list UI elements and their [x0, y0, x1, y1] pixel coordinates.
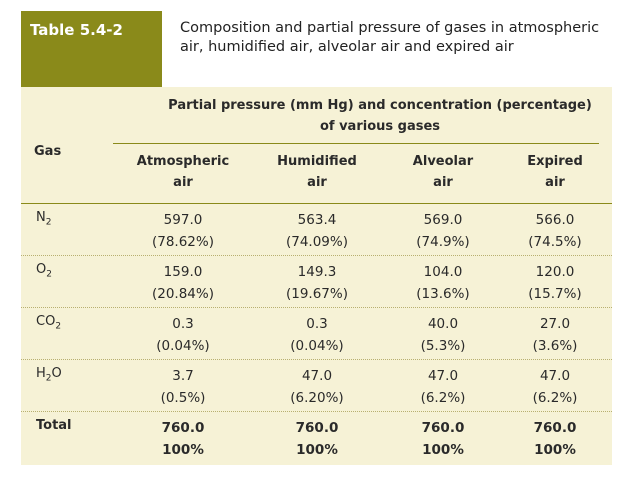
table-number-label: Table 5.4-2	[21, 11, 162, 87]
gas-label: H2O	[36, 366, 62, 384]
cell-expired: 760.0 100%	[533, 420, 577, 458]
cell-expired: 27.0 (3.6%)	[532, 316, 578, 354]
cell-atmospheric: 597.0 (78.62%)	[151, 212, 214, 250]
gas-column-header: Gas	[34, 144, 62, 159]
column-header-atmospheric: Atmospheric air	[136, 154, 230, 190]
gas-label: O2	[36, 262, 52, 280]
total-label: Total	[36, 418, 72, 433]
table-caption: Composition and partial pressure of gase…	[162, 11, 612, 87]
cell-alveolar: 40.0 (5.3%)	[420, 316, 466, 354]
cell-alveolar: 760.0 100%	[421, 420, 465, 458]
table-header: Table 5.4-2 Composition and partial pres…	[21, 11, 612, 87]
column-header-humidified: Humidified air	[277, 154, 357, 190]
gas-label: N2	[36, 210, 52, 228]
cell-humidified: 760.0 100%	[295, 420, 339, 458]
column-headers: Gas Partial pressure (mm Hg) and concent…	[21, 87, 612, 204]
spanning-header-rule	[113, 143, 599, 144]
table-row-co2: CO2 0.3 (0.04%) 0.3 (0.04%) 40.0 (5.3%) 27.…	[21, 308, 612, 360]
table-row-total: Total 760.0 100% 760.0 100% 760.0 100% 760.…	[21, 412, 612, 464]
cell-expired: 120.0 (15.7%)	[528, 264, 582, 302]
cell-atmospheric: 159.0 (20.84%)	[151, 264, 214, 302]
cell-atmospheric: 0.3 (0.04%)	[156, 316, 210, 354]
cell-alveolar: 47.0 (6.2%)	[420, 368, 466, 406]
table-row-h2o: H2O 3.7 (0.5%) 47.0 (6.20%) 47.0 (6.2%) 47.…	[21, 360, 612, 412]
column-header-alveolar: Alveolar air	[412, 154, 474, 190]
table-row-n2: N2 597.0 (78.62%) 563.4 (74.09%) 569.0 (74.…	[21, 204, 612, 256]
spanning-header: Partial pressure (mm Hg) and concentrati…	[168, 98, 592, 134]
cell-atmospheric: 760.0 100%	[161, 420, 205, 458]
cell-humidified: 0.3 (0.04%)	[290, 316, 344, 354]
cell-humidified: 149.3 (19.67%)	[285, 264, 348, 302]
cell-humidified: 563.4 (74.09%)	[285, 212, 348, 250]
cell-expired: 47.0 (6.2%)	[532, 368, 578, 406]
data-table: Table 5.4-2 Composition and partial pres…	[21, 11, 612, 465]
cell-alveolar: 104.0 (13.6%)	[416, 264, 470, 302]
cell-humidified: 47.0 (6.20%)	[290, 368, 344, 406]
gas-label: CO2	[36, 314, 62, 332]
caption-text: Composition and partial pressure of gase…	[180, 20, 600, 55]
table-row-o2: O2 159.0 (20.84%) 149.3 (19.67%) 104.0 (13.…	[21, 256, 612, 308]
cell-expired: 566.0 (74.5%)	[528, 212, 582, 250]
cell-atmospheric: 3.7 (0.5%)	[160, 368, 206, 406]
column-header-expired: Expired air	[527, 154, 583, 190]
table-number: Table 5.4-2	[30, 21, 123, 39]
cell-alveolar: 569.0 (74.9%)	[416, 212, 470, 250]
